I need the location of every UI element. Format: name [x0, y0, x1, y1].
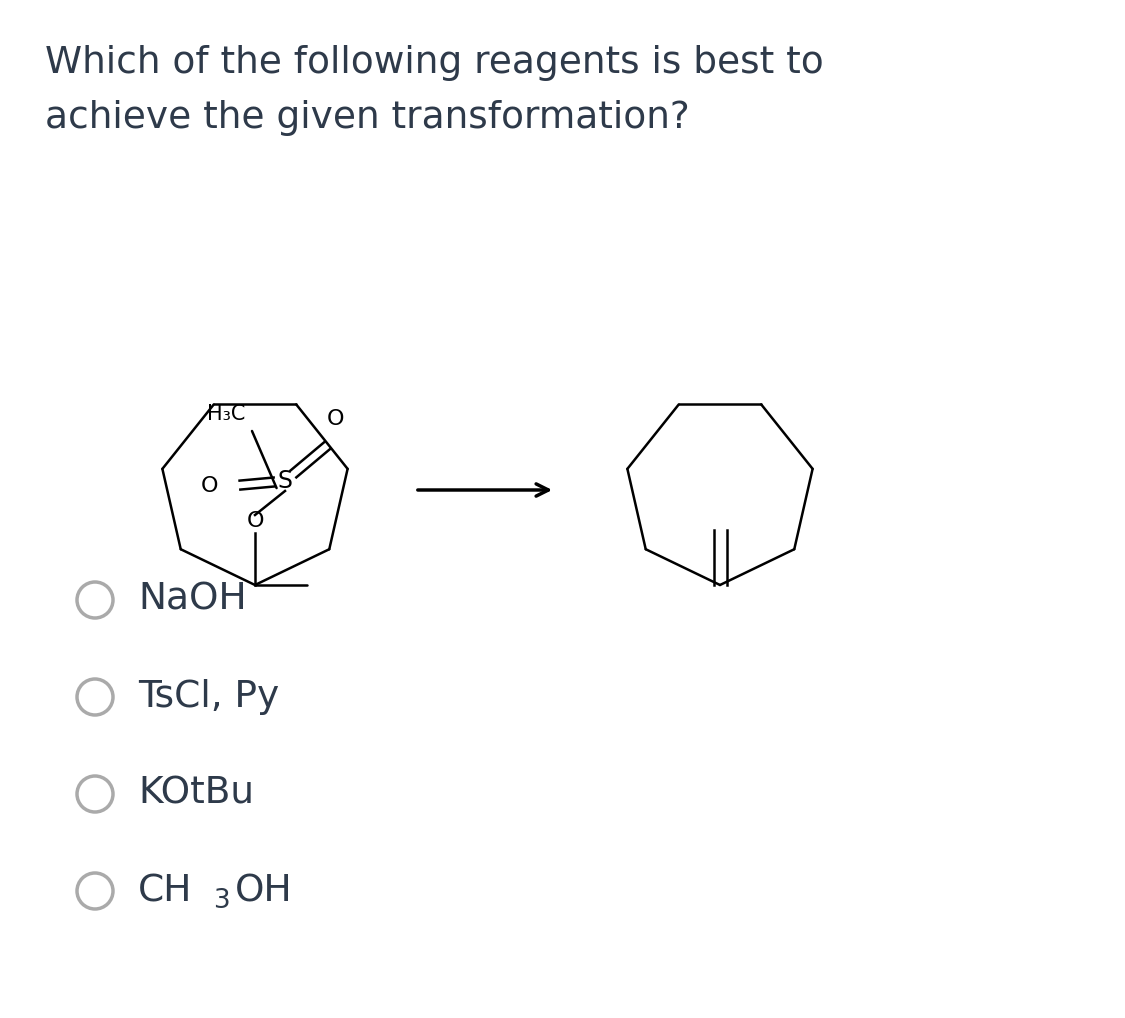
Text: H₃C: H₃C	[207, 404, 245, 425]
Text: 3: 3	[213, 888, 229, 914]
Text: NaOH: NaOH	[138, 582, 246, 618]
Text: Which of the following reagents is best to: Which of the following reagents is best …	[45, 45, 823, 81]
Text: O: O	[326, 409, 344, 429]
Text: achieve the given transformation?: achieve the given transformation?	[45, 100, 690, 136]
Text: TsCl, Py: TsCl, Py	[138, 679, 279, 715]
Text: CH: CH	[138, 873, 192, 909]
Text: S: S	[278, 469, 292, 493]
Text: KOtBu: KOtBu	[138, 776, 254, 812]
Text: OH: OH	[235, 873, 292, 909]
Text: O: O	[246, 511, 263, 531]
Text: O: O	[200, 476, 218, 496]
